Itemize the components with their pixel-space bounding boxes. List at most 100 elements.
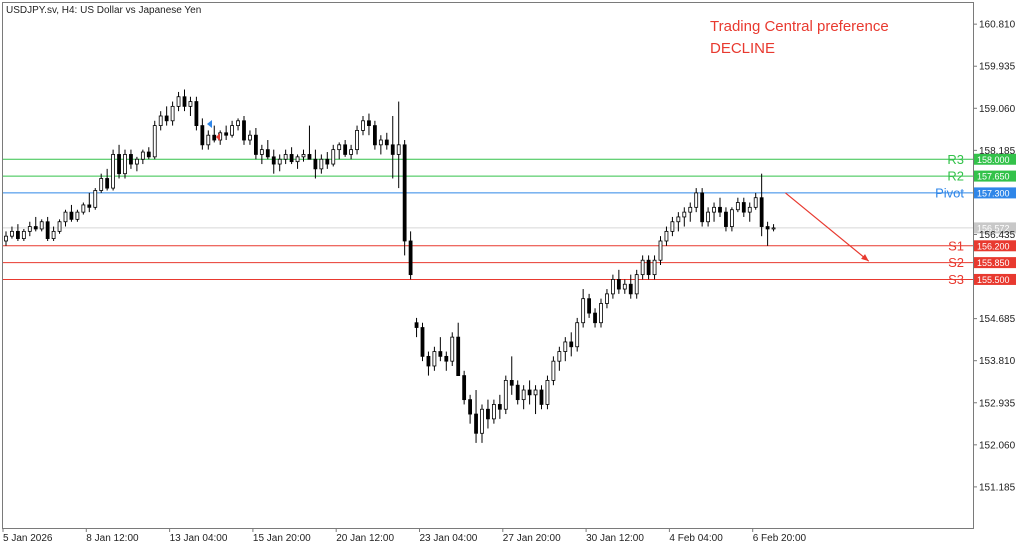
candles: [4, 89, 776, 443]
level-price-label: 157.650: [977, 172, 1010, 182]
candle-body-down: [527, 389, 532, 396]
candle-body-up: [355, 130, 359, 151]
candle-body-down: [420, 327, 425, 357]
candle: [664, 226, 669, 246]
candle: [93, 188, 98, 210]
candle-body-down: [164, 115, 169, 122]
candle: [735, 197, 740, 213]
candle-body-up: [688, 206, 693, 213]
candle-body-up: [599, 303, 603, 324]
candle-body-down: [212, 134, 217, 141]
x-tick-label: 27 Jan 20:00: [503, 533, 561, 544]
candle: [372, 120, 377, 150]
candle-body-down: [265, 149, 270, 158]
candle: [741, 197, 746, 217]
candle-body-up: [712, 206, 716, 213]
candle: [10, 226, 14, 239]
level-price-label: 157.300: [977, 188, 1010, 198]
candle: [81, 202, 86, 215]
y-tick-label: 154.685: [979, 314, 1016, 325]
candle: [646, 255, 651, 280]
candle-body-up: [450, 336, 455, 362]
candle-body-up: [75, 211, 80, 220]
candle: [361, 115, 365, 136]
candle-body-up: [277, 158, 282, 165]
candle-body-down: [587, 298, 591, 314]
candle: [605, 289, 609, 309]
candle-body-up: [670, 221, 675, 232]
candle-body-up: [551, 360, 556, 381]
candle-body-down: [105, 178, 110, 189]
candle: [182, 89, 187, 112]
candle-body-down: [462, 375, 467, 401]
candle: [634, 269, 639, 299]
candle-body-down: [646, 259, 651, 276]
candle-body-down: [593, 312, 597, 324]
candle: [271, 149, 276, 174]
candle-body-up: [652, 259, 657, 276]
y-tick-label: 160.810: [979, 20, 1016, 31]
candle-body-down: [45, 221, 50, 239]
candle-body-up: [248, 134, 252, 141]
candle: [319, 154, 324, 174]
candle-body-up: [480, 408, 484, 434]
candle-body-up: [622, 283, 627, 290]
candle-body-down: [129, 154, 133, 165]
candle: [462, 370, 467, 405]
candle-body-down: [146, 151, 151, 158]
candle-body-up: [331, 149, 336, 165]
y-tick-label: 159.060: [979, 104, 1016, 115]
candle: [134, 156, 139, 172]
candle: [616, 269, 621, 294]
candle: [390, 115, 395, 179]
candle-body-up: [694, 192, 699, 208]
candle-body-up: [337, 144, 342, 151]
candle: [212, 125, 217, 143]
candle-body-up: [771, 227, 776, 230]
candle: [289, 147, 294, 165]
candle: [771, 224, 776, 232]
candle: [587, 293, 591, 318]
candle: [569, 332, 574, 357]
candle-body-up: [158, 115, 163, 126]
candle-body-up: [39, 221, 44, 230]
candle: [57, 219, 62, 234]
candle: [265, 140, 270, 160]
candle: [759, 173, 764, 237]
candle: [349, 144, 354, 160]
level-price-tag: [974, 240, 1016, 252]
candle: [140, 149, 145, 165]
x-tick-label: 23 Jan 04:00: [420, 533, 478, 544]
candle-body-up: [259, 149, 264, 155]
x-tick-label: 4 Feb 04:00: [669, 533, 723, 544]
candle-body-up: [140, 151, 145, 160]
candle-body-up: [111, 154, 115, 189]
candle-body-down: [372, 125, 377, 146]
preference-value: DECLINE: [710, 40, 775, 57]
trade-marker-icon: [207, 120, 220, 141]
candle: [87, 192, 92, 213]
candle-body-up: [611, 279, 615, 295]
y-tick-label: 152.935: [979, 398, 1016, 409]
y-tick-label: 152.060: [979, 440, 1016, 451]
candle-body-down: [539, 389, 544, 405]
candle: [277, 154, 282, 172]
time-axis: 5 Jan 2026 8 Jan 12:00 13 Jan 04:00 15 Jan …: [2, 528, 807, 544]
candle: [563, 337, 568, 362]
candle-body-up: [634, 274, 639, 295]
candle: [188, 96, 193, 116]
candle-body-down: [384, 139, 389, 146]
candle: [15, 224, 20, 241]
candle: [283, 149, 288, 165]
y-tick-label: 153.810: [979, 356, 1016, 367]
x-tick-label: 15 Jan 20:00: [253, 533, 311, 544]
candle: [468, 394, 473, 424]
candle-body-up: [206, 134, 211, 146]
candle-body-up: [664, 230, 669, 242]
candle-body-up: [236, 120, 240, 126]
candle-body-up: [295, 156, 300, 163]
candle-body-up: [21, 230, 26, 239]
candle-body-down: [402, 144, 407, 242]
x-tick-label: 13 Jan 04:00: [170, 533, 228, 544]
